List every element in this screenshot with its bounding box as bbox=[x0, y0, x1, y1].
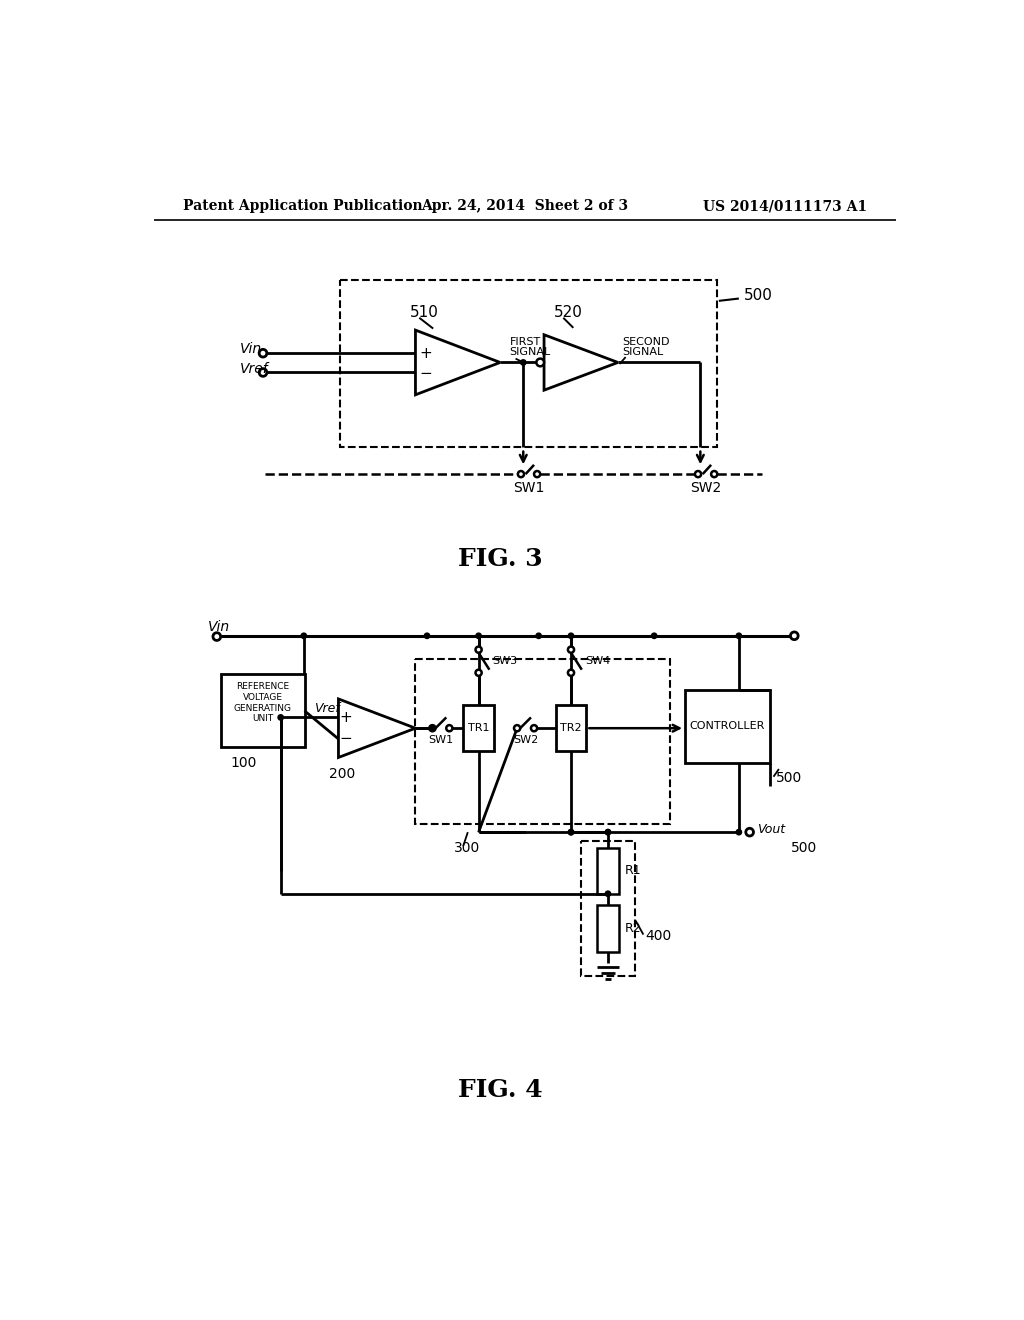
Circle shape bbox=[301, 634, 306, 639]
Circle shape bbox=[429, 725, 435, 731]
Circle shape bbox=[651, 634, 656, 639]
Text: TR2: TR2 bbox=[560, 723, 582, 733]
Circle shape bbox=[568, 829, 573, 834]
Text: SIGNAL: SIGNAL bbox=[622, 347, 664, 358]
Circle shape bbox=[736, 829, 741, 834]
Circle shape bbox=[791, 632, 798, 640]
Text: Apr. 24, 2014  Sheet 2 of 3: Apr. 24, 2014 Sheet 2 of 3 bbox=[421, 199, 629, 213]
Text: R1: R1 bbox=[625, 865, 641, 878]
Text: SW2: SW2 bbox=[690, 480, 721, 495]
Circle shape bbox=[424, 634, 430, 639]
Circle shape bbox=[605, 829, 610, 834]
Text: 500: 500 bbox=[792, 841, 817, 854]
Text: CONTROLLER: CONTROLLER bbox=[689, 721, 765, 731]
Circle shape bbox=[605, 829, 610, 834]
Text: SW3: SW3 bbox=[493, 656, 517, 667]
Circle shape bbox=[430, 726, 435, 731]
Circle shape bbox=[475, 647, 481, 653]
Text: 500: 500 bbox=[776, 771, 802, 785]
Bar bbox=[340, 280, 717, 447]
Text: 100: 100 bbox=[230, 756, 257, 770]
Circle shape bbox=[605, 891, 610, 896]
Text: VOLTAGE: VOLTAGE bbox=[243, 693, 283, 702]
Text: +: + bbox=[420, 346, 432, 360]
Circle shape bbox=[514, 725, 520, 731]
Bar bbox=[416, 659, 670, 825]
Circle shape bbox=[537, 359, 544, 367]
Text: Vref: Vref bbox=[313, 702, 340, 715]
Text: SW1: SW1 bbox=[513, 480, 545, 495]
Text: +: + bbox=[340, 710, 352, 725]
Text: 510: 510 bbox=[410, 305, 439, 319]
Circle shape bbox=[476, 634, 481, 639]
Text: SIGNAL: SIGNAL bbox=[509, 347, 551, 358]
Text: 300: 300 bbox=[454, 841, 480, 854]
Circle shape bbox=[520, 360, 526, 366]
Circle shape bbox=[568, 829, 573, 834]
Circle shape bbox=[568, 647, 574, 653]
Text: 500: 500 bbox=[744, 288, 773, 304]
Text: −: − bbox=[340, 731, 352, 747]
Bar bbox=[597, 847, 618, 894]
Circle shape bbox=[695, 471, 701, 478]
Bar bbox=[685, 689, 770, 763]
Bar bbox=[597, 906, 618, 952]
Circle shape bbox=[531, 725, 538, 731]
Text: R2: R2 bbox=[625, 921, 641, 935]
Text: GENERATING: GENERATING bbox=[234, 704, 292, 713]
Bar bbox=[556, 705, 587, 751]
Bar bbox=[221, 675, 304, 747]
Text: Vin: Vin bbox=[240, 342, 262, 356]
Circle shape bbox=[536, 634, 542, 639]
Circle shape bbox=[535, 471, 541, 478]
Text: Vout: Vout bbox=[758, 824, 785, 837]
Bar bbox=[463, 705, 494, 751]
Circle shape bbox=[278, 714, 284, 721]
Text: 520: 520 bbox=[554, 305, 583, 319]
Text: US 2014/0111173 A1: US 2014/0111173 A1 bbox=[702, 199, 866, 213]
Circle shape bbox=[568, 669, 574, 676]
Text: FIRST: FIRST bbox=[509, 337, 541, 347]
Text: Patent Application Publication: Patent Application Publication bbox=[183, 199, 423, 213]
Text: SW1: SW1 bbox=[428, 735, 454, 744]
Circle shape bbox=[745, 829, 754, 836]
Text: REFERENCE: REFERENCE bbox=[237, 682, 290, 692]
Text: Vref: Vref bbox=[240, 362, 268, 376]
Text: UNIT: UNIT bbox=[252, 714, 273, 723]
Circle shape bbox=[259, 350, 267, 358]
Text: SW2: SW2 bbox=[513, 735, 539, 744]
Text: Vin: Vin bbox=[208, 619, 229, 634]
Circle shape bbox=[568, 634, 573, 639]
Circle shape bbox=[475, 669, 481, 676]
Text: FIG. 4: FIG. 4 bbox=[458, 1078, 543, 1102]
Text: SW4: SW4 bbox=[585, 656, 610, 667]
Text: 400: 400 bbox=[645, 929, 671, 942]
Circle shape bbox=[518, 471, 524, 478]
Text: −: − bbox=[420, 366, 432, 380]
Circle shape bbox=[259, 368, 267, 376]
Circle shape bbox=[213, 632, 220, 640]
Circle shape bbox=[711, 471, 717, 478]
Text: TR1: TR1 bbox=[468, 723, 489, 733]
Text: SECOND: SECOND bbox=[622, 337, 670, 347]
Text: 200: 200 bbox=[330, 767, 355, 781]
Bar bbox=[581, 841, 635, 977]
Circle shape bbox=[446, 725, 453, 731]
Text: FIG. 3: FIG. 3 bbox=[458, 546, 543, 570]
Circle shape bbox=[736, 634, 741, 639]
